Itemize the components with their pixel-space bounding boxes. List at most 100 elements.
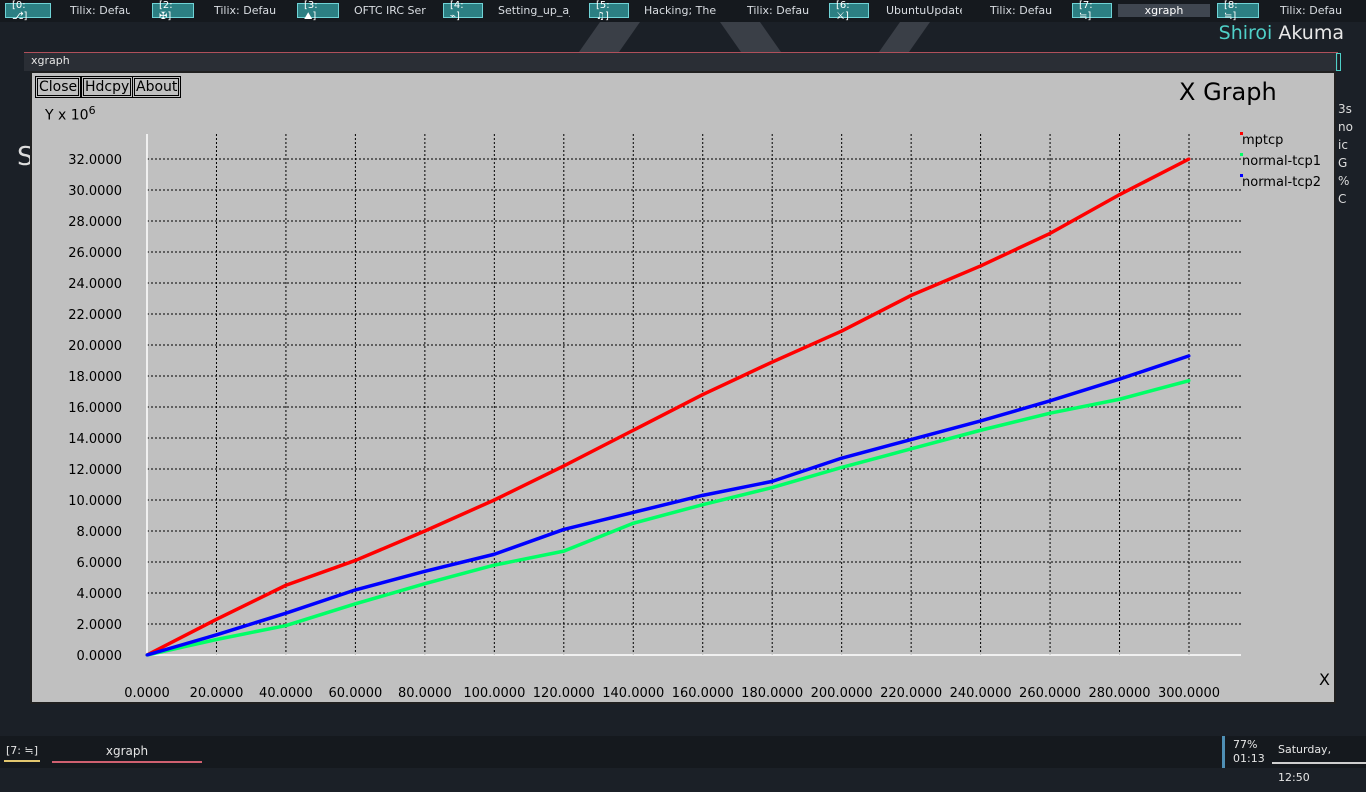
data-point-normal-tcp1 (1048, 411, 1052, 415)
workspace-button[interactable]: [7: ≒] (1072, 0, 1112, 22)
taskbar-window-title[interactable]: xgraph (1118, 4, 1210, 17)
y-tick-label: 14.0000 (68, 432, 122, 447)
taskbar-window-title[interactable]: UbuntuUpdate... (886, 4, 962, 17)
legend-label-normal-tcp2: normal-tcp2 (1242, 175, 1321, 190)
workspace-button[interactable]: [8: ≒] (1217, 0, 1259, 22)
y-tick-label: 32.0000 (68, 153, 122, 168)
data-point-normal-tcp2 (562, 527, 566, 531)
taskbar-window-title[interactable]: Tilix: Default (70, 4, 130, 17)
workspace-button[interactable]: [4: ⌁] (443, 0, 483, 22)
data-point-mptcp (562, 464, 566, 468)
x-tick-label: 300.0000 (1158, 686, 1220, 701)
workspace-indicator[interactable]: [7: ≒] (4, 744, 41, 762)
top-taskbar (0, 0, 1366, 22)
y-tick-label: 24.0000 (68, 277, 122, 292)
x-tick-label: 160.0000 (672, 686, 734, 701)
x-tick-label: 280.0000 (1089, 686, 1151, 701)
taskbar-window-title[interactable]: Tilix: Default (747, 4, 809, 17)
data-point-mptcp (909, 293, 913, 297)
series-line-normal-tcp1 (146, 378, 1190, 657)
workspace-button[interactable]: [6: ⚔] (829, 0, 869, 22)
y-tick-label: 20.0000 (68, 339, 122, 354)
data-point-normal-tcp1 (1118, 397, 1122, 401)
data-point-normal-tcp1 (284, 624, 288, 628)
data-point-normal-tcp2 (701, 493, 705, 497)
side-peek-text: C (1338, 192, 1347, 206)
side-peek-text: 3s (1338, 102, 1352, 116)
x-tick-label: 20.0000 (190, 686, 244, 701)
taskbar-window-title[interactable]: OFTC IRC Ser... (354, 4, 426, 17)
data-point-normal-tcp1 (423, 582, 427, 586)
workspace-button[interactable]: [3: ⛰] (297, 0, 339, 22)
legend-label-mptcp: mptcp (1242, 133, 1283, 148)
data-point-normal-tcp2 (909, 438, 913, 442)
taskbar-window-title[interactable]: Setting_up_a_... (498, 4, 570, 17)
data-point-mptcp (840, 329, 844, 333)
data-point-normal-tcp2 (492, 552, 496, 556)
data-point-normal-tcp1 (492, 563, 496, 567)
data-point-mptcp (1048, 231, 1052, 235)
about-button[interactable]: About (132, 76, 182, 98)
taskbar-window-title[interactable]: Tilix: Default (214, 4, 276, 17)
data-point-normal-tcp2 (979, 419, 983, 423)
data-point-normal-tcp1 (631, 521, 635, 525)
data-point-mptcp (492, 498, 496, 502)
y-tick-label: 26.0000 (68, 246, 122, 261)
y-tick-label: 22.0000 (68, 308, 122, 323)
data-point-normal-tcp2 (284, 611, 288, 615)
side-peek-text: ic (1338, 138, 1348, 152)
y-axis-unit: Y x 106 (45, 104, 96, 124)
y-tick-label: 10.0000 (68, 494, 122, 509)
data-point-normal-tcp1 (353, 602, 357, 606)
x-tick-label: 60.0000 (329, 686, 383, 701)
data-point-mptcp (214, 617, 218, 621)
y-tick-label: 0.0000 (77, 649, 123, 664)
close-x-icon[interactable]: X (1319, 670, 1330, 689)
x-tick-label: 100.0000 (463, 686, 525, 701)
bottom-bar (0, 736, 1366, 768)
y-tick-label: 4.0000 (77, 587, 123, 602)
data-point-normal-tcp1 (214, 638, 218, 641)
side-peek-text: % (1338, 174, 1350, 188)
data-point-normal-tcp1 (701, 503, 705, 507)
taskbar-item-xgraph[interactable]: xgraph (52, 744, 202, 763)
legend-marker-normal-tcp2 (1240, 174, 1243, 177)
xgraph-window: 0.0000 2.0000 4.0000 6.0000 8.0000 10.0000 12.… (30, 71, 1336, 704)
background-text-peek: S (17, 142, 34, 172)
graph-title: X Graph (1179, 78, 1277, 106)
y-tick-label: 30.0000 (68, 184, 122, 199)
background-stripe (878, 22, 930, 52)
x-tick-label: 120.0000 (533, 686, 595, 701)
x-tick-label: 260.0000 (1019, 686, 1081, 701)
data-point-mptcp (770, 360, 774, 364)
y-tick-label: 2.0000 (77, 618, 123, 633)
taskbar-window-title[interactable]: Tilix: Default (990, 4, 1052, 17)
workspace-button[interactable]: [0: ⎇] (5, 0, 51, 22)
data-point-normal-tcp2 (145, 653, 149, 657)
x-tick-label: 220.0000 (880, 686, 942, 701)
close-button[interactable]: Close (35, 76, 82, 98)
window-title: xgraph (31, 54, 70, 67)
data-point-mptcp (1187, 157, 1191, 161)
x-tick-label: 240.0000 (950, 686, 1012, 701)
taskbar-window-title[interactable]: Tilix: Default (1280, 4, 1342, 17)
y-tick-label: 18.0000 (68, 370, 122, 385)
window-titlebar[interactable] (24, 52, 1338, 71)
taskbar-window-title[interactable]: Hacking; The ... (644, 4, 716, 17)
workspace-button[interactable]: [5: ♫] (589, 0, 629, 22)
data-point-normal-tcp2 (1118, 377, 1122, 381)
data-point-normal-tcp2 (423, 569, 427, 573)
data-point-normal-tcp1 (979, 428, 983, 432)
battery-percent: 77% (1233, 738, 1258, 751)
data-point-normal-tcp1 (770, 486, 774, 490)
workspace-button[interactable]: [2: ✠] (152, 0, 194, 22)
side-peek-text: no (1338, 120, 1353, 134)
data-point-normal-tcp2 (840, 456, 844, 460)
data-point-mptcp (631, 428, 635, 432)
y-tick-label: 16.0000 (68, 401, 122, 416)
hdcpy-button[interactable]: Hdcpy (81, 76, 134, 98)
legend-marker-mptcp (1240, 132, 1243, 135)
x-tick-label: 0.0000 (124, 686, 170, 701)
data-point-mptcp (353, 558, 357, 562)
battery-time: 01:13 (1233, 752, 1265, 765)
